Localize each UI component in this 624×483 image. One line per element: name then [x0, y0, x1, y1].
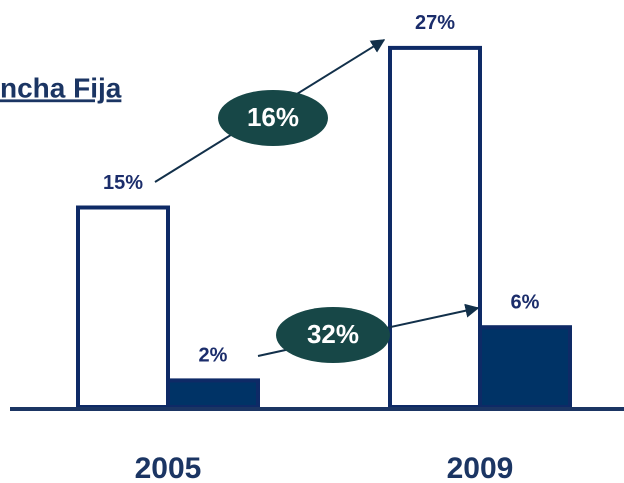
value-label: 2%: [199, 345, 228, 367]
bar: [166, 378, 260, 409]
chart-title: ncha Fija: [0, 72, 122, 103]
bars: [76, 45, 572, 410]
value-label: 27%: [415, 12, 455, 34]
value-label: 6%: [511, 291, 540, 313]
annotation: 32%: [307, 319, 359, 349]
x-tick-label: 2005: [135, 452, 202, 483]
x-tick-label: 2009: [447, 452, 514, 483]
bar: [388, 45, 482, 410]
value-label: 15%: [103, 172, 143, 194]
annotation-bubble: [218, 90, 328, 146]
bar: [478, 325, 572, 410]
bar: [76, 205, 170, 409]
annotation: 16%: [247, 102, 299, 132]
annotation-bubble: [276, 307, 390, 363]
